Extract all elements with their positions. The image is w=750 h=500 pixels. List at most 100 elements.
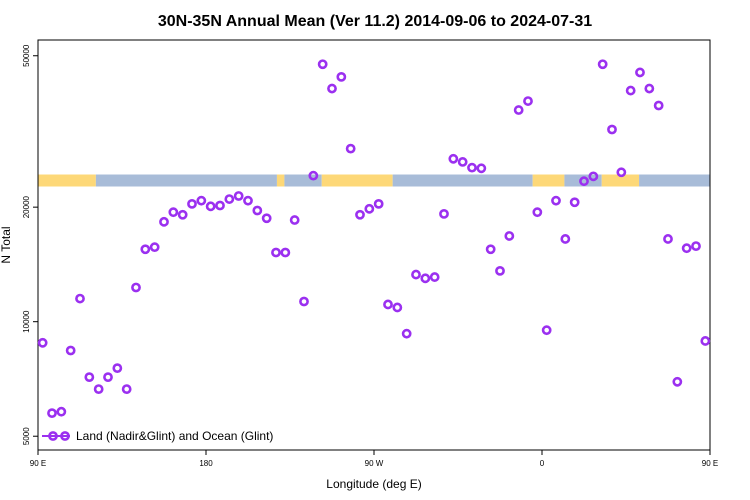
data-point [681, 243, 692, 254]
x-axis-ticks: 90 E 180 90 W 0 90 E [30, 450, 718, 468]
data-point [504, 231, 515, 241]
data-point [271, 247, 281, 258]
data-point [532, 207, 543, 218]
x-tick-label: 90 E [30, 459, 46, 468]
data-point [560, 234, 571, 244]
chart-title: 30N-35N Annual Mean (Ver 11.2) 2014-09-0… [158, 13, 592, 30]
data-point [280, 247, 291, 258]
data-point [700, 336, 711, 346]
data-points [37, 59, 711, 419]
x-axis-label: Longitude (deg E) [326, 477, 421, 491]
x-tick-label: 0 [540, 459, 545, 468]
data-point [121, 384, 132, 394]
x-tick-label: 90 W [365, 459, 384, 468]
data-point [327, 83, 337, 94]
data-point [476, 163, 487, 174]
data-point [392, 302, 403, 313]
land-segment [532, 174, 565, 187]
data-point [523, 96, 533, 106]
y-tick-label: 5000 [22, 427, 31, 445]
data-point [65, 345, 76, 356]
data-point [261, 213, 272, 224]
data-point [177, 209, 188, 220]
data-point [75, 293, 85, 304]
data-point [607, 124, 617, 135]
data-point [541, 325, 552, 336]
land-ocean-band [38, 174, 710, 187]
data-point [588, 171, 599, 182]
y-tick-label: 20000 [22, 195, 31, 218]
data-point [317, 59, 328, 70]
x-tick-label: 90 E [702, 459, 718, 468]
data-point [467, 162, 477, 173]
data-point [495, 265, 505, 276]
data-point [308, 170, 319, 181]
data-point [205, 201, 216, 212]
data-point [112, 363, 123, 374]
ocean-segment [639, 174, 710, 187]
data-point [420, 273, 431, 284]
data-point [597, 59, 608, 70]
data-point [635, 67, 645, 78]
data-point [373, 198, 384, 209]
data-point [243, 195, 253, 206]
data-point [84, 372, 95, 383]
data-point [485, 244, 496, 255]
legend-marker [60, 431, 70, 441]
land-segment [601, 174, 640, 187]
ocean-segment [564, 174, 602, 187]
data-point [616, 167, 627, 178]
data-point [448, 153, 459, 164]
y-axis-ticks: 5000 10000 20000 50000 [22, 44, 38, 445]
y-tick-label: 50000 [22, 44, 31, 67]
data-point [47, 408, 57, 419]
legend-label: Land (Nadir&Glint) and Ocean (Glint) [76, 429, 273, 443]
data-point [168, 207, 179, 218]
y-axis-label: N Total [0, 226, 13, 263]
data-point [56, 406, 67, 417]
land-segment [276, 174, 285, 187]
ocean-segment [284, 174, 322, 187]
data-point [140, 244, 151, 255]
data-point [159, 216, 169, 227]
data-point [215, 200, 225, 211]
data-point [644, 83, 655, 94]
data-point [551, 195, 561, 206]
data-point [663, 234, 673, 244]
data-point [355, 209, 365, 220]
data-point [691, 241, 701, 252]
data-point [653, 100, 664, 111]
data-point [345, 143, 356, 154]
data-point [513, 105, 524, 115]
data-point [383, 299, 393, 310]
land-segment [38, 174, 96, 187]
data-point [429, 272, 440, 282]
data-point [401, 328, 412, 339]
data-point [224, 194, 235, 204]
ocean-segment [392, 174, 533, 187]
data-point [289, 215, 300, 225]
ocean-segment [95, 174, 277, 187]
data-point [103, 372, 113, 383]
data-point [439, 208, 449, 219]
data-point [672, 376, 683, 387]
data-point [131, 282, 141, 293]
data-point [579, 176, 589, 187]
data-point [252, 205, 263, 216]
data-point [196, 195, 207, 206]
data-point [233, 191, 244, 201]
data-point [149, 242, 160, 253]
y-tick-label: 10000 [22, 310, 31, 333]
data-point [336, 71, 347, 82]
legend: Land (Nadir&Glint) and Ocean (Glint) [42, 429, 273, 443]
land-segment [321, 174, 393, 187]
data-point [93, 384, 104, 394]
data-point [364, 203, 375, 214]
data-point [187, 198, 197, 209]
data-point [457, 157, 468, 167]
data-point [37, 337, 48, 348]
data-point [299, 296, 309, 307]
data-point [411, 269, 421, 280]
